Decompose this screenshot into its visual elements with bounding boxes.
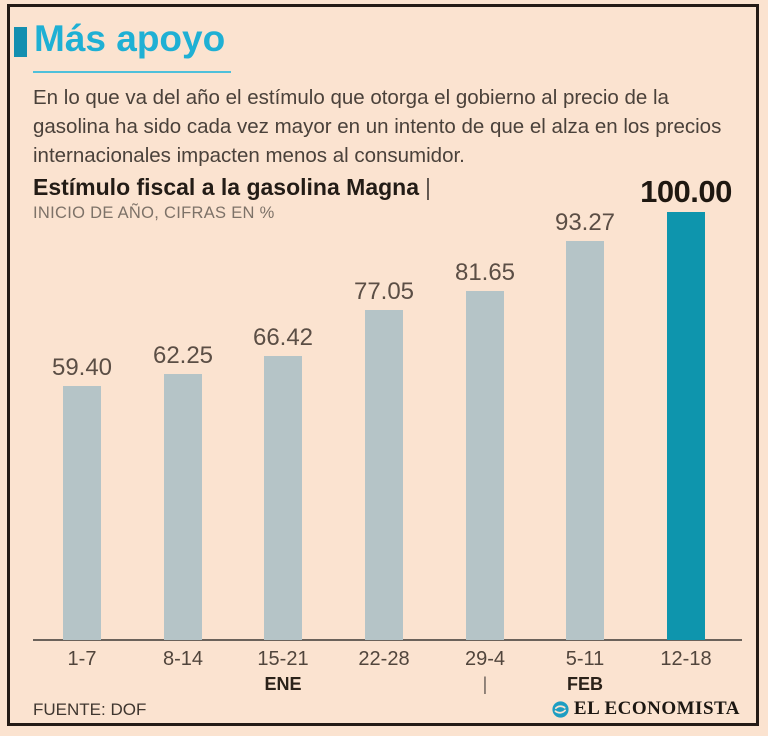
bar bbox=[63, 386, 101, 640]
brand-name: EL ECONOMISTA bbox=[573, 698, 740, 719]
bar bbox=[466, 291, 504, 640]
bar-value-label: 81.65 bbox=[454, 259, 516, 286]
x-axis-tick-label: 5-11 bbox=[565, 648, 605, 670]
chart-subtitle: INICIO DE AÑO, CIFRAS EN % bbox=[33, 204, 275, 222]
bar-value-label: 59.40 bbox=[51, 354, 113, 381]
bar bbox=[264, 356, 302, 640]
x-axis-tick-label: 8-14 bbox=[162, 648, 204, 670]
infographic-frame bbox=[7, 4, 759, 726]
chart-title-separator: | bbox=[425, 174, 431, 200]
source-label: FUENTE: DOF bbox=[33, 700, 147, 719]
x-axis-tick-label: 22-28 bbox=[358, 648, 410, 670]
title-underline bbox=[33, 71, 231, 73]
month-divider: | bbox=[482, 674, 488, 694]
bar bbox=[164, 374, 202, 640]
bar-highlight bbox=[667, 212, 705, 640]
bar-value-label: 66.42 bbox=[252, 324, 314, 351]
bar-value-label: 100.00 bbox=[640, 174, 732, 209]
chart-title: Estímulo fiscal a la gasolina Magna | bbox=[33, 174, 431, 201]
brand-logo: EL ECONOMISTA bbox=[552, 698, 740, 720]
title-marker-bar bbox=[14, 27, 27, 57]
bar-value-label: 77.05 bbox=[353, 278, 415, 305]
x-axis-tick-label: 29-4 bbox=[464, 648, 506, 670]
chart-title-text: Estímulo fiscal a la gasolina Magna bbox=[33, 174, 420, 200]
month-label: FEB bbox=[567, 674, 603, 694]
x-axis-line bbox=[33, 639, 742, 641]
bar-value-label: 62.25 bbox=[152, 342, 214, 369]
description-text: En lo que va del año el estímulo que oto… bbox=[33, 86, 722, 167]
bar bbox=[566, 241, 604, 640]
x-axis-tick-label: 15-21 bbox=[257, 648, 309, 670]
x-axis-tick-label: 1-7 bbox=[67, 648, 97, 670]
bar-value-label: 93.27 bbox=[554, 209, 616, 236]
page-title: Más apoyo bbox=[34, 18, 226, 59]
month-label: ENE bbox=[264, 674, 302, 694]
x-axis-tick-label: 12-18 bbox=[660, 648, 712, 670]
el-economista-icon bbox=[552, 700, 569, 718]
bar bbox=[365, 310, 403, 640]
